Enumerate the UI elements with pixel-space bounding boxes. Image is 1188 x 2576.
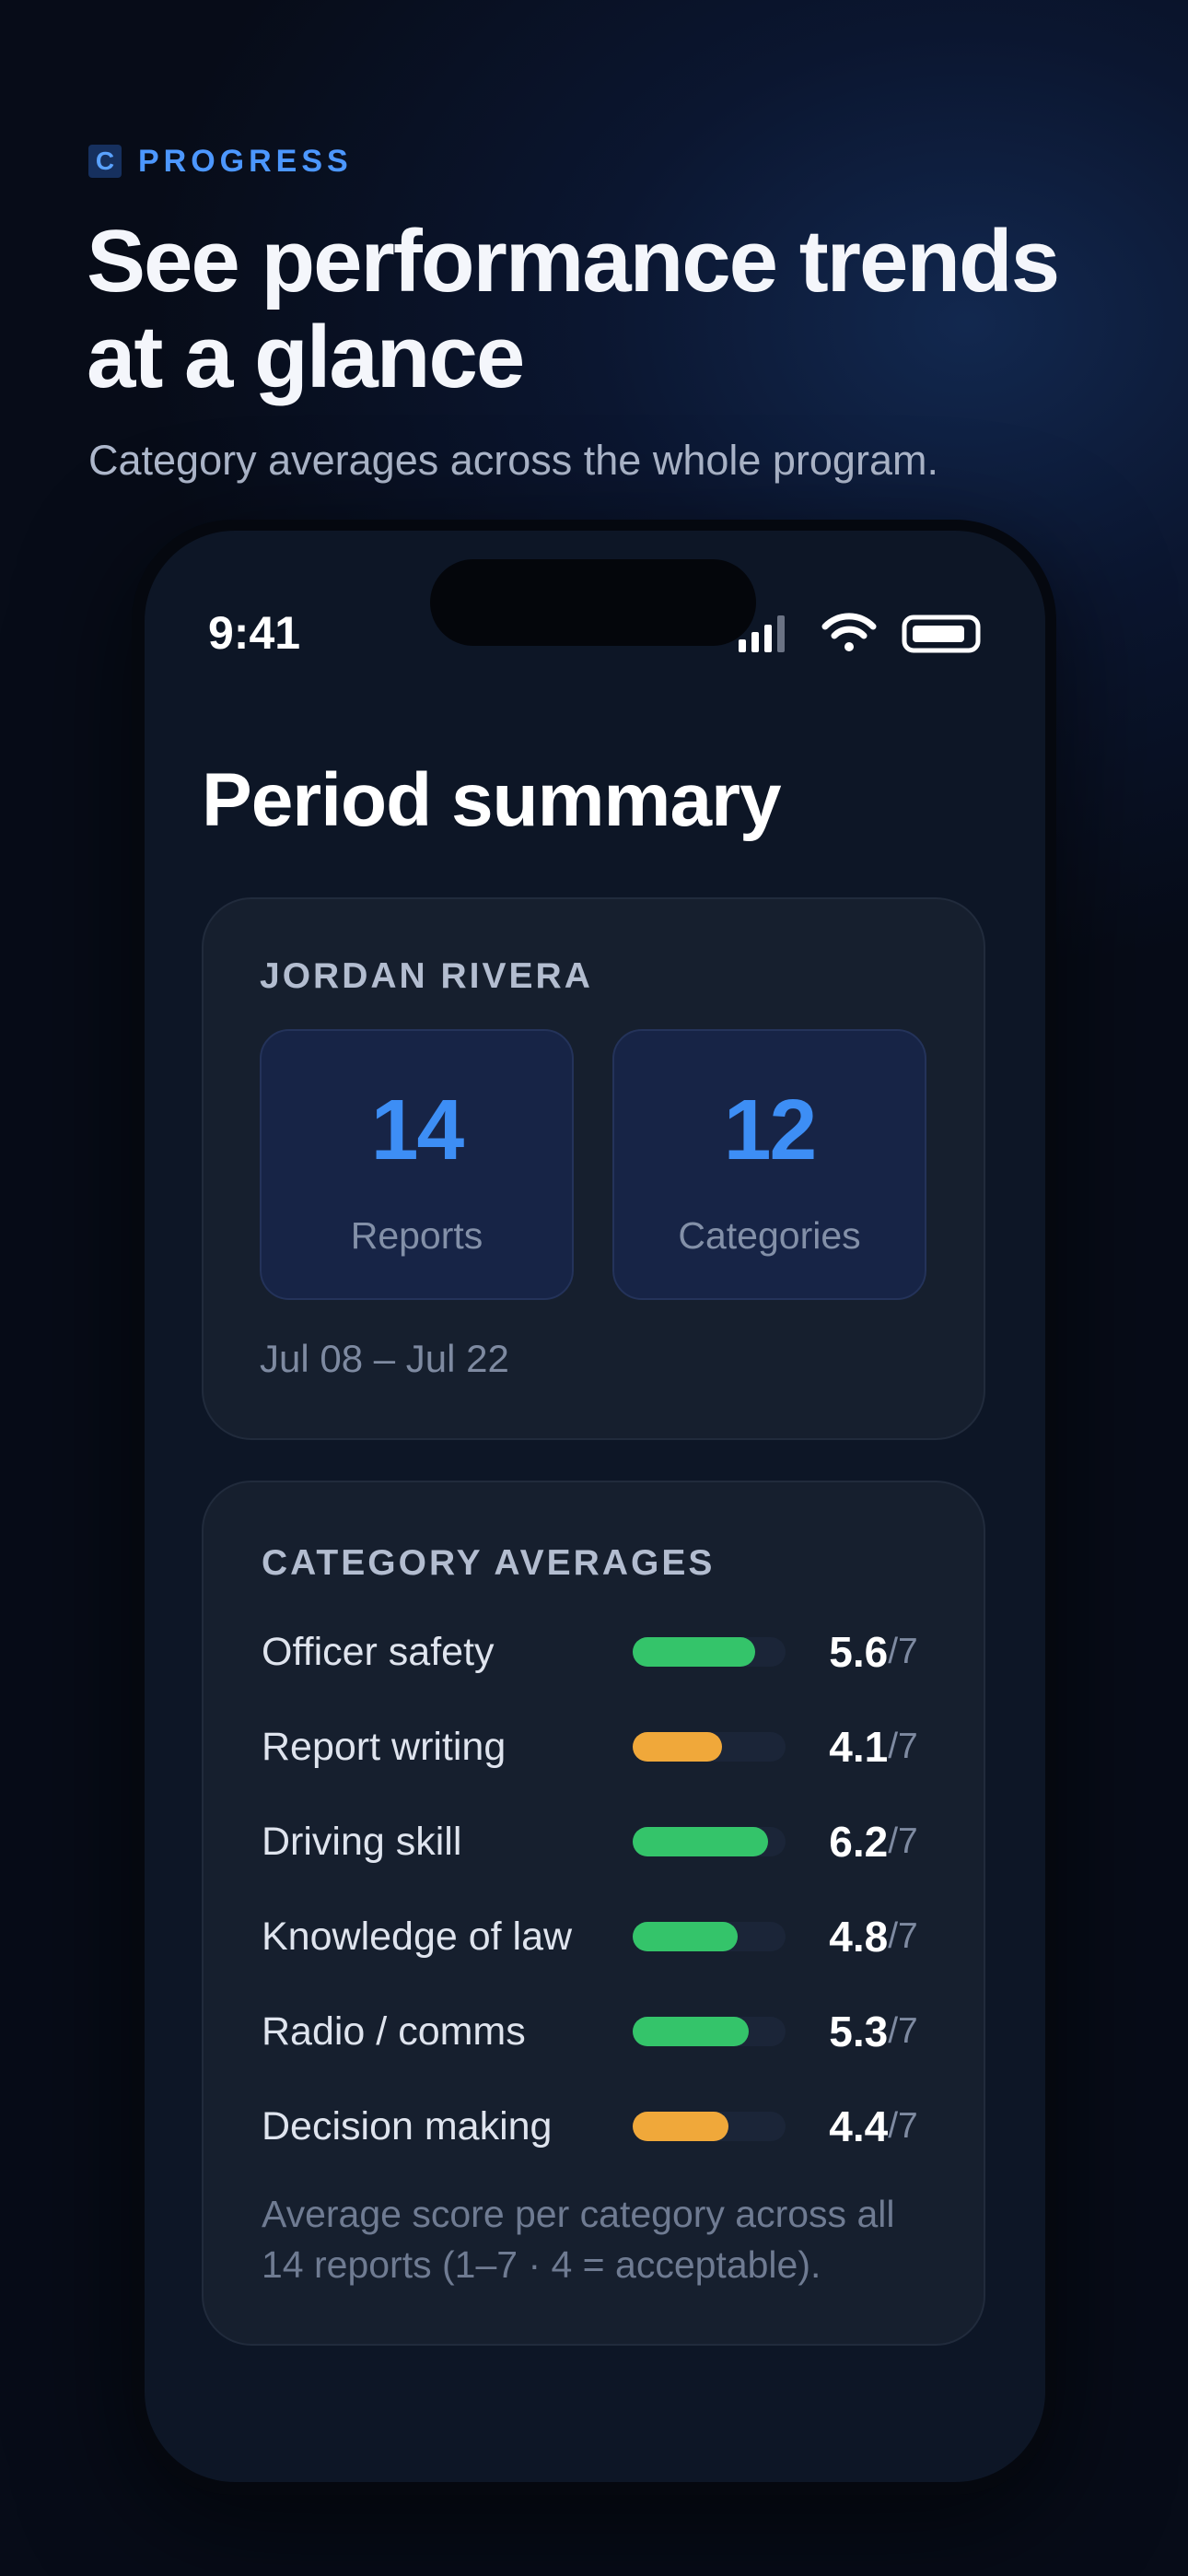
score-max: /7 (888, 1727, 918, 1766)
score-max: /7 (888, 2106, 918, 2146)
status-icons (739, 613, 981, 653)
logo: C (88, 145, 122, 178)
category-label: Knowledge of law (262, 1914, 573, 1959)
footnote: Average score per category across all 14… (262, 2193, 895, 2286)
score-max: /7 (888, 1821, 918, 1861)
stat-label: Reports (350, 1214, 483, 1257)
score: 4.1 (829, 1723, 889, 1771)
bar-track (633, 2112, 786, 2141)
bar-track (633, 1827, 786, 1856)
bar (633, 2112, 729, 2141)
score-max: /7 (888, 1632, 918, 1671)
stat-box: 14 Reports (260, 1029, 574, 1300)
subtitle: Category averages across the whole progr… (88, 437, 938, 484)
bar (633, 2017, 749, 2046)
score: 4.4 (829, 2102, 889, 2150)
stat-value: 12 (723, 1082, 817, 1177)
category-row: Officer safety 5.6/7 (262, 1622, 926, 1681)
category-row: Report writing 4.1/7 (262, 1717, 926, 1776)
bar-track (633, 1922, 786, 1951)
score: 5.3 (829, 2008, 889, 2055)
bar (633, 1732, 723, 1762)
category-label: Decision making (262, 2104, 553, 2149)
category-row: Knowledge of law 4.8/7 (262, 1907, 926, 1966)
bar-track (633, 2017, 786, 2046)
bar (633, 1922, 738, 1951)
category-row: Driving skill 6.2/7 (262, 1812, 926, 1871)
category-label: Report writing (262, 1725, 507, 1769)
screen-title: Period summary (202, 758, 782, 842)
bar-track (633, 1637, 786, 1667)
bar (633, 1637, 755, 1667)
status-time: 9:41 (208, 607, 301, 659)
stat-value: 14 (370, 1082, 464, 1177)
headline: See performance trends at a glance (87, 212, 1060, 406)
category-list: Officer safety 5.6/7 Report writing 4.1/7 Dr… (262, 1622, 926, 2156)
category-label: Radio / comms (262, 2009, 526, 2054)
bar-track (633, 1732, 786, 1762)
score: 5.6 (829, 1628, 889, 1676)
section-title: CATEGORY AVERAGES (262, 1543, 716, 1583)
score: 6.2 (829, 1818, 889, 1866)
category-label: Driving skill (262, 1820, 462, 1864)
averages-card: CATEGORY AVERAGES Officer safety 5.6/7 Rep… (202, 1481, 985, 2346)
score-max: /7 (888, 2011, 918, 2051)
category-row: Radio / comms 5.3/7 (262, 2002, 926, 2061)
eyebrow: PROGRESS (138, 144, 353, 179)
score-max: /7 (888, 1916, 918, 1956)
stat-label: Categories (678, 1214, 861, 1257)
bar (633, 1827, 768, 1856)
category-row: Decision making 4.4/7 (262, 2097, 926, 2156)
dynamic-island (430, 559, 756, 646)
date-range: Jul 08 – Jul 22 (260, 1337, 509, 1380)
trainee-name: JORDAN RIVERA (260, 956, 593, 996)
stat-box: 12 Categories (612, 1029, 926, 1300)
score: 4.8 (829, 1913, 889, 1961)
category-label: Officer safety (262, 1630, 495, 1674)
